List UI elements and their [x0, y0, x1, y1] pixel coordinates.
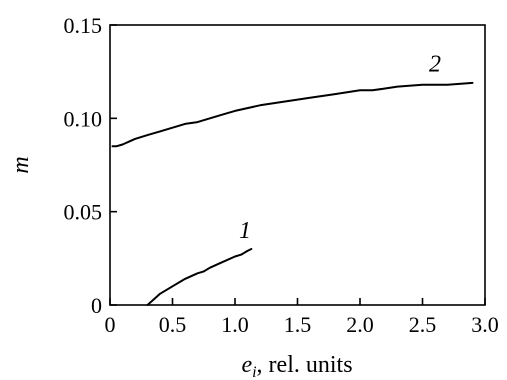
x-tick-label-4: 2.0 [346, 312, 374, 337]
x-axis-title-rest: , rel. units [257, 352, 353, 378]
x-axis-title: ei, rel. units [241, 352, 352, 380]
axis-ticks [109, 24, 486, 306]
y-tick-label-3: 0.15 [64, 13, 103, 38]
x-tick-label-2: 1.0 [221, 312, 249, 337]
series-label-1: 1 [239, 218, 251, 244]
x-tick-label-3: 1.5 [284, 312, 312, 337]
x-tick-label-0: 0 [105, 312, 116, 337]
x-tick-label-1: 0.5 [159, 312, 187, 337]
y-tick-label-0: 0 [91, 293, 102, 318]
series-label-2: 2 [429, 52, 441, 78]
series-line-2 [111, 81, 474, 148]
x-axis-title-subscript: i [252, 364, 256, 380]
x-tick-label-5: 2.5 [409, 312, 437, 337]
series-layer: 12 [111, 52, 474, 306]
y-tick-label-2: 0.10 [64, 106, 103, 131]
y-axis-title: m [8, 156, 34, 173]
y-tick-label-1: 0.05 [64, 200, 103, 225]
tick-labels: 0 0.5 1.0 1.5 2.0 2.5 3.0 0 0.05 0.10 0.15 [64, 13, 499, 337]
x-axis-title-main: e [241, 352, 252, 378]
series-line-1 [146, 248, 253, 306]
x-tick-label-6: 3.0 [471, 312, 499, 337]
